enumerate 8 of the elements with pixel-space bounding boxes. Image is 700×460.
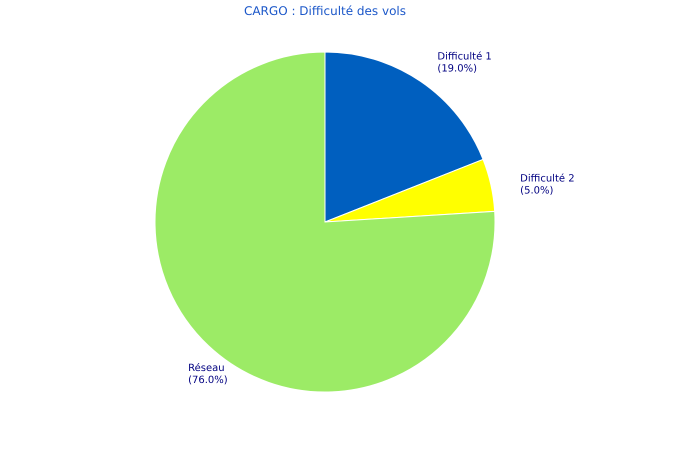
data-label: (5.0%) xyxy=(520,185,554,196)
slice-label: Réseau xyxy=(188,362,225,374)
data-label: (76.0%) xyxy=(188,374,228,386)
chart-title: CARGO : Difficulté des vols xyxy=(244,4,406,18)
slice-label: Difficulté 2 xyxy=(520,173,575,184)
data-label: (19.0%) xyxy=(437,64,478,75)
pie-slice xyxy=(154,52,496,392)
slice-label: Difficulté 1 xyxy=(437,52,492,63)
